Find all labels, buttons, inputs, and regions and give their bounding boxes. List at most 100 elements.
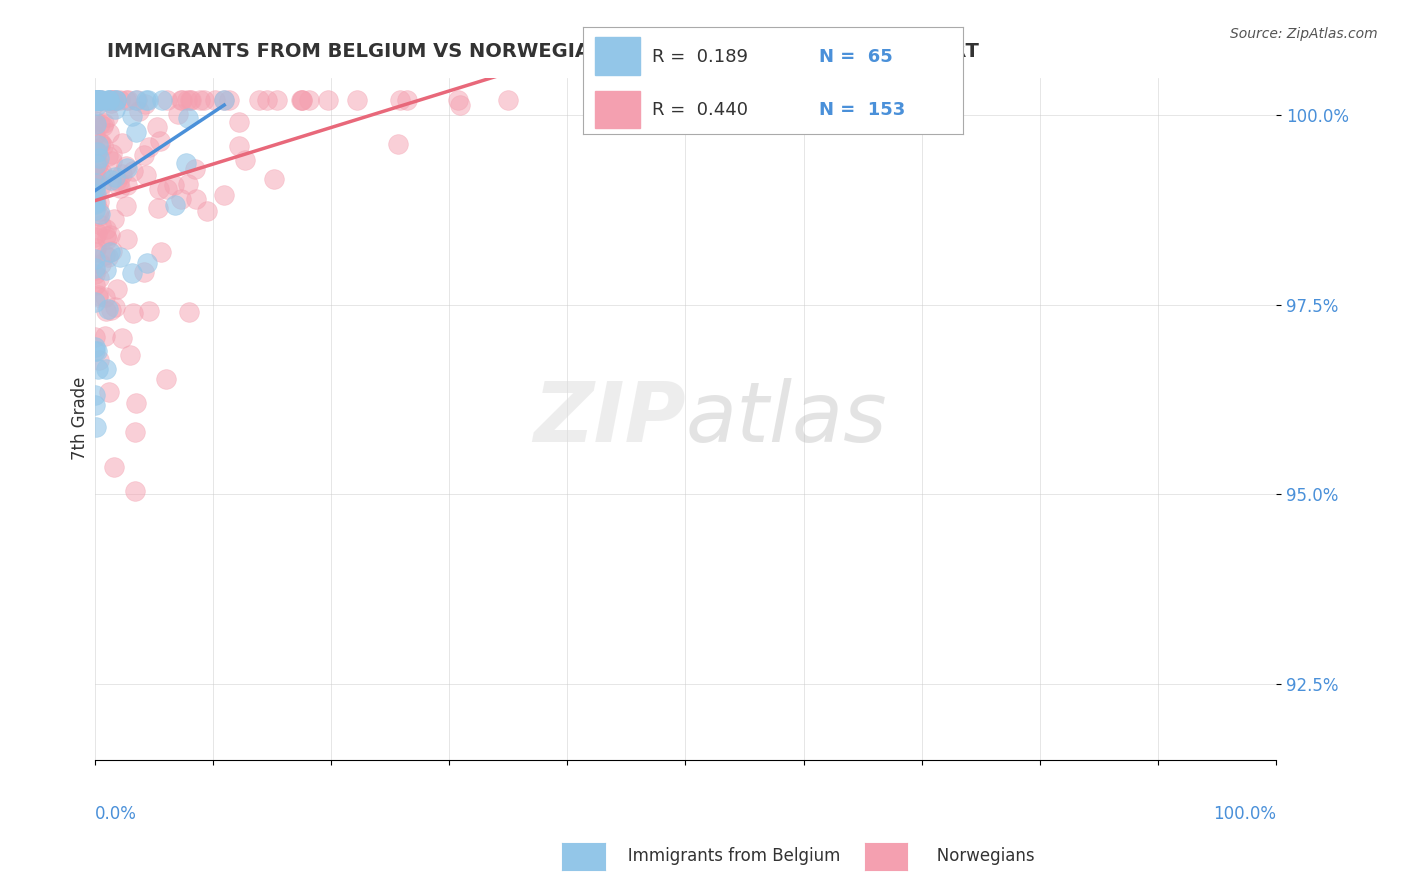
Point — [86, 145, 108, 159]
Point — [188, 93, 211, 107]
Point — [100, 95, 122, 110]
Point — [83, 187, 105, 202]
Point — [97, 384, 120, 399]
Point — [395, 93, 418, 107]
Point — [100, 303, 122, 318]
Point — [94, 361, 117, 376]
Point — [115, 93, 138, 107]
Point — [83, 93, 105, 107]
Text: 0.0%: 0.0% — [94, 805, 136, 823]
Point — [104, 93, 127, 107]
Point — [125, 396, 148, 410]
Point — [233, 153, 256, 168]
Point — [83, 128, 105, 142]
Point — [97, 251, 120, 265]
Point — [184, 162, 207, 177]
Point — [122, 164, 145, 178]
Point — [98, 227, 121, 242]
Point — [184, 192, 207, 206]
Point — [84, 117, 107, 131]
Point — [193, 93, 215, 107]
Point — [104, 169, 127, 184]
Point — [165, 197, 187, 211]
Text: N =  153: N = 153 — [818, 102, 905, 120]
Point — [90, 93, 112, 107]
Point — [83, 175, 105, 189]
Point — [84, 142, 107, 156]
Point — [90, 180, 112, 194]
Point — [94, 290, 117, 304]
Point — [100, 93, 122, 107]
Point — [104, 102, 127, 116]
Point — [179, 93, 201, 107]
Point — [90, 178, 112, 192]
Point — [84, 165, 107, 179]
Point — [84, 398, 107, 412]
Point — [105, 173, 128, 187]
Point — [177, 178, 200, 192]
Text: atlas: atlas — [686, 378, 887, 459]
Point — [124, 425, 146, 440]
Point — [388, 93, 411, 107]
Point — [84, 277, 107, 292]
Point — [138, 139, 160, 153]
Point — [136, 93, 159, 107]
Point — [100, 173, 122, 187]
Point — [122, 306, 145, 320]
Point — [89, 151, 111, 165]
Point — [115, 232, 138, 246]
Point — [90, 136, 112, 150]
Point — [86, 93, 108, 107]
Point — [84, 93, 107, 107]
Point — [96, 304, 118, 318]
Point — [180, 93, 202, 107]
Point — [128, 103, 150, 118]
Text: N =  65: N = 65 — [818, 48, 893, 66]
Point — [84, 196, 107, 211]
Point — [101, 154, 124, 169]
Point — [90, 257, 112, 271]
Point — [103, 93, 125, 107]
Point — [125, 125, 148, 139]
Point — [447, 93, 470, 107]
Text: R =  0.440: R = 0.440 — [652, 102, 748, 120]
Text: Immigrants from Belgium: Immigrants from Belgium — [591, 847, 839, 865]
Point — [96, 229, 118, 244]
Point — [84, 344, 107, 359]
Point — [170, 93, 193, 107]
Point — [346, 93, 368, 107]
Point — [83, 229, 105, 244]
Point — [84, 93, 107, 107]
Point — [291, 93, 314, 107]
Point — [87, 204, 110, 219]
Text: Source: ZipAtlas.com: Source: ZipAtlas.com — [1230, 27, 1378, 41]
Point — [228, 139, 250, 153]
Point — [105, 282, 128, 296]
Point — [291, 93, 314, 107]
Point — [84, 168, 107, 182]
Point — [149, 245, 172, 260]
Point — [87, 290, 110, 304]
Point — [110, 181, 132, 195]
Point — [176, 93, 198, 107]
Point — [84, 419, 107, 434]
Text: 100.0%: 100.0% — [1213, 805, 1277, 823]
Point — [121, 266, 143, 280]
Point — [89, 271, 111, 285]
Point — [148, 182, 170, 196]
Point — [146, 120, 169, 135]
Point — [170, 93, 193, 107]
Point — [84, 93, 107, 107]
Point — [90, 93, 112, 107]
Point — [83, 202, 105, 217]
Point — [149, 135, 172, 149]
Point — [87, 156, 110, 170]
Point — [100, 244, 122, 258]
Point — [212, 93, 235, 107]
Point — [84, 145, 107, 159]
Point — [114, 199, 136, 213]
Point — [121, 109, 143, 123]
Point — [218, 93, 240, 107]
Point — [132, 147, 155, 161]
Point — [167, 107, 190, 121]
